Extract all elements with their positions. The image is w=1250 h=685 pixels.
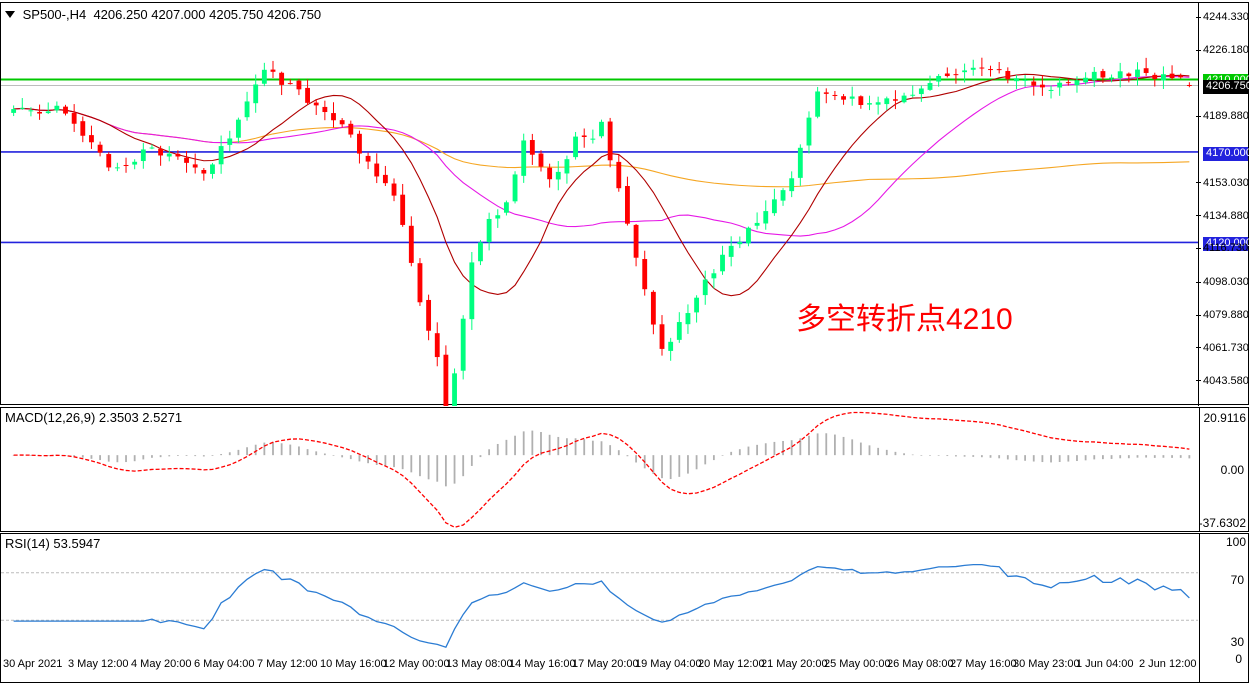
svg-text:多空转折点4210: 多空转折点4210 bbox=[796, 303, 1013, 336]
